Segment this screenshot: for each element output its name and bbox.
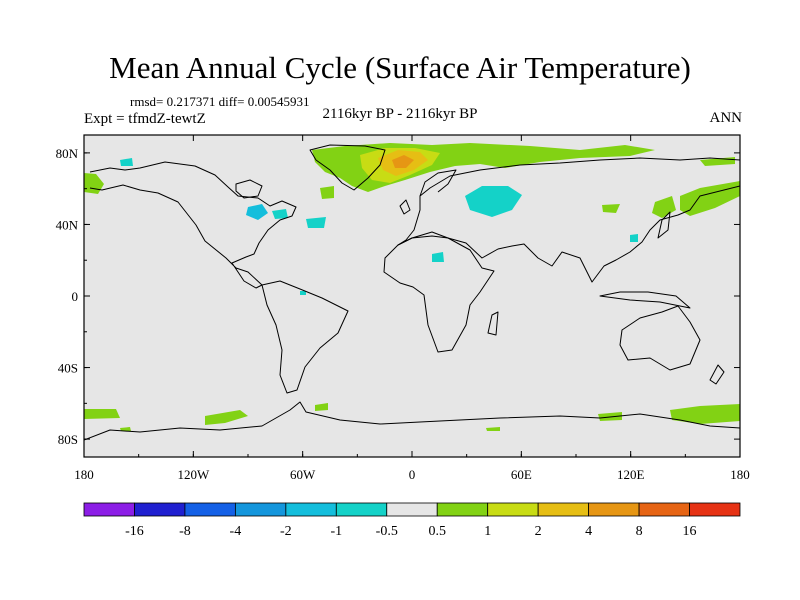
coast-africa: [383, 235, 495, 353]
patch-s-ocean-small2: [486, 427, 500, 431]
colorbar-swatch: [386, 502, 438, 517]
colorbar-label: -1: [330, 524, 342, 539]
colorbar-swatch: [285, 502, 337, 517]
coast-north-america: [89, 161, 297, 289]
experiment-label: Expt = tfmdZ-tewtZ: [84, 111, 206, 127]
y-tick-label: 40S: [58, 361, 78, 376]
colorbar-swatch: [83, 502, 135, 517]
patch-east-antarctic: [670, 404, 740, 424]
y-tick-label: 80N: [56, 146, 79, 161]
x-tick-label: 180: [74, 467, 94, 482]
colorbar-label: -8: [179, 524, 191, 539]
colorbar-label: 4: [585, 524, 592, 539]
colorbar-swatch: [335, 502, 388, 517]
colorbar-label: -0.5: [376, 524, 398, 539]
colorbar-label: 8: [636, 524, 643, 539]
season-label: ANN: [709, 110, 743, 126]
period-label: 2116kyr BP - 2116kyr BP: [322, 106, 478, 122]
patch-weddell: [315, 403, 328, 411]
coast-hudson-bay: [235, 179, 263, 199]
x-tick-label: 180: [730, 467, 750, 482]
patch-greatlakes-blue: [246, 204, 268, 220]
y-tick-label: 0: [72, 289, 79, 304]
colorbar-label: -16: [125, 524, 144, 539]
coast-indonesia: [599, 291, 691, 309]
coast-madagascar: [487, 311, 499, 336]
patch-us-cyan: [272, 209, 288, 219]
x-tick-label: 60W: [290, 467, 316, 482]
colorbar-swatch: [487, 502, 539, 517]
colorbar-swatch: [134, 502, 186, 517]
colorbar-label: 1: [484, 524, 491, 539]
colorbar-swatch: [588, 502, 640, 517]
colorbar-label: -2: [280, 524, 292, 539]
coast-greenland: [309, 144, 386, 191]
patch-asia-cyan: [465, 186, 522, 217]
colorbar: -16 -8 -4 -2 -1 -0.5 0.5 1 2 4 8 16: [83, 502, 741, 539]
x-tick-label: 60E: [511, 467, 532, 482]
colorbar-swatch: [436, 502, 489, 517]
colorbar-swatch: [537, 502, 590, 517]
coast-uk: [399, 199, 411, 215]
coast-japan: [657, 211, 671, 239]
patch-alaska: [84, 173, 104, 194]
anomaly-patches: [84, 143, 740, 431]
y-tick-label: 40N: [56, 217, 79, 232]
x-tick-label: 0: [409, 467, 416, 482]
patch-natl-green: [320, 186, 334, 199]
coast-south-america: [261, 280, 349, 394]
coast-scandinavia: [419, 169, 457, 197]
coast-eurasia: [397, 157, 740, 283]
patch-ross-sea: [84, 409, 120, 419]
y-tick-label: 80S: [58, 432, 78, 447]
stats-line: rmsd= 0.217371 diff= 0.00545931: [130, 94, 310, 109]
patch-china-cyan: [630, 234, 638, 242]
coastlines: [84, 144, 740, 441]
colorbar-swatch: [234, 502, 287, 517]
patch-siberia-small: [602, 204, 620, 213]
coast-australia: [619, 305, 701, 371]
patch-africa-cyan: [432, 252, 444, 262]
colorbar-swatch: [184, 502, 236, 517]
coast-antarctica: [84, 401, 740, 441]
colorbar-label: -4: [230, 524, 242, 539]
colorbar-label: 16: [683, 524, 697, 539]
patch-s-pacific: [205, 410, 248, 425]
x-tick-label: 120W: [177, 467, 210, 482]
colorbar-label: 0.5: [428, 524, 446, 539]
colorbar-swatch: [638, 502, 690, 517]
patch-pacific-dot: [300, 291, 306, 295]
axis-ticks: 180 120W 60W 0 60E 120E 180 80N 40N 0 40S 80S: [56, 135, 750, 482]
coast-new-zealand: [709, 364, 725, 385]
chart-title: Mean Annual Cycle (Surface Air Temperatu…: [109, 50, 691, 85]
map-background: [84, 135, 740, 457]
patch-barents-core: [392, 155, 414, 168]
colorbar-label: 2: [535, 524, 542, 539]
patch-s-ocean-small: [120, 427, 131, 431]
patch-atlantic-cyan: [306, 217, 326, 228]
x-tick-label: 120E: [617, 467, 645, 482]
colorbar-swatch: [689, 502, 741, 517]
patch-canada-cyan: [120, 158, 133, 166]
